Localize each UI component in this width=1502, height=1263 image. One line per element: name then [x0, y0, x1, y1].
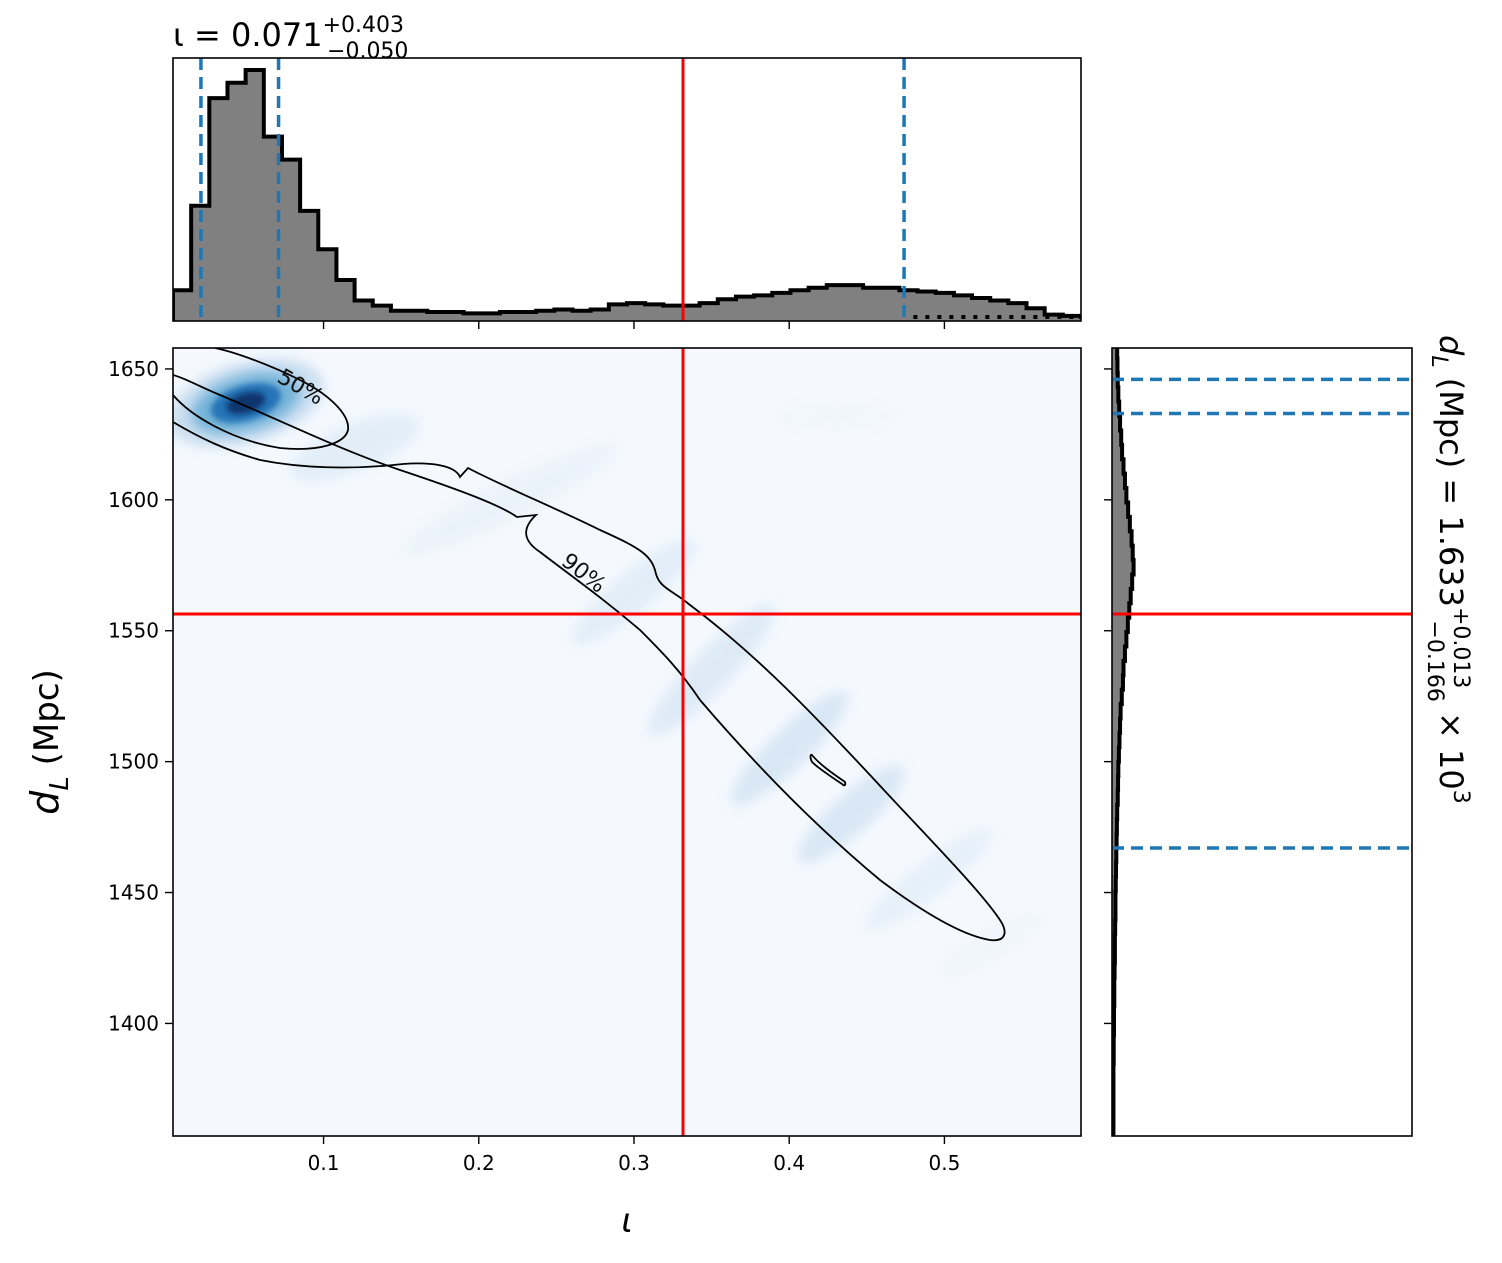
x-tick-label: 0.1 — [308, 1151, 340, 1175]
density-cell — [729, 691, 849, 806]
x-tick-label: 0.2 — [463, 1151, 495, 1175]
dL-hist-step — [1112, 348, 1136, 1136]
density-cell — [775, 400, 896, 433]
iota-hist-ticks — [322, 321, 946, 329]
y-axis-label: dL (Mpc) — [23, 669, 75, 815]
density-cell — [289, 413, 421, 482]
x-tick-label: 0.3 — [618, 1151, 650, 1175]
iota-histogram-panel: ι = 0.071+0.403 −0.050 — [172, 13, 1082, 329]
density-cell — [571, 537, 697, 646]
iota-hist-step — [173, 68, 1081, 321]
dL-histogram-panel: dL (Mpc) = 1.633+0.013−0.166 × 103 — [1104, 335, 1473, 1137]
y-axis-ticks: 1650 1600 1550 1500 1450 1400 — [108, 357, 173, 1035]
density-cell — [647, 603, 776, 737]
contour-90-island — [809, 753, 847, 787]
contour-90 — [173, 374, 1006, 942]
dL-quantile-lines — [1112, 377, 1412, 850]
y-tick-label: 1500 — [108, 750, 159, 774]
contour-50 — [173, 348, 349, 450]
density-cell — [938, 911, 1044, 978]
y-tick-label: 1400 — [108, 1011, 159, 1035]
density-cell — [864, 828, 993, 931]
x-tick-label: 0.4 — [773, 1151, 805, 1175]
dL-hist-ticks — [1104, 368, 1112, 1025]
credible-contours — [173, 348, 1006, 942]
density-panel: 50% 90% 0.1 0.2 0.3 0.4 0.5 1650160015501500… — [108, 347, 1082, 1175]
iota-title: ι = 0.071+0.403 −0.050 — [173, 13, 408, 64]
iota-histogram — [173, 68, 1081, 321]
dL-histogram-frame — [1111, 347, 1413, 1137]
x-axis-ticks: 0.1 0.2 0.3 0.4 0.5 — [308, 1136, 961, 1175]
iota-histogram-frame — [172, 57, 1082, 322]
density-cell — [797, 764, 905, 864]
y-tick-label: 1650 — [108, 357, 159, 381]
x-axis-label: ι — [621, 1201, 633, 1241]
dL-title: dL (Mpc) = 1.633+0.013−0.166 × 103 — [1422, 335, 1473, 804]
density-cell — [226, 391, 266, 415]
y-tick-label: 1450 — [108, 881, 159, 905]
iota-hist-fill — [173, 70, 1081, 321]
density-heatmap — [173, 358, 1044, 978]
x-tick-label: 0.5 — [929, 1151, 961, 1175]
dL-hist-fill — [1112, 348, 1134, 1136]
density-frame — [172, 347, 1082, 1137]
y-tick-label: 1600 — [108, 488, 159, 512]
iota-quantile-lines — [199, 58, 906, 321]
dL-histogram — [1112, 348, 1136, 1136]
y-tick-label: 1550 — [108, 619, 159, 643]
density-cell — [401, 444, 619, 556]
